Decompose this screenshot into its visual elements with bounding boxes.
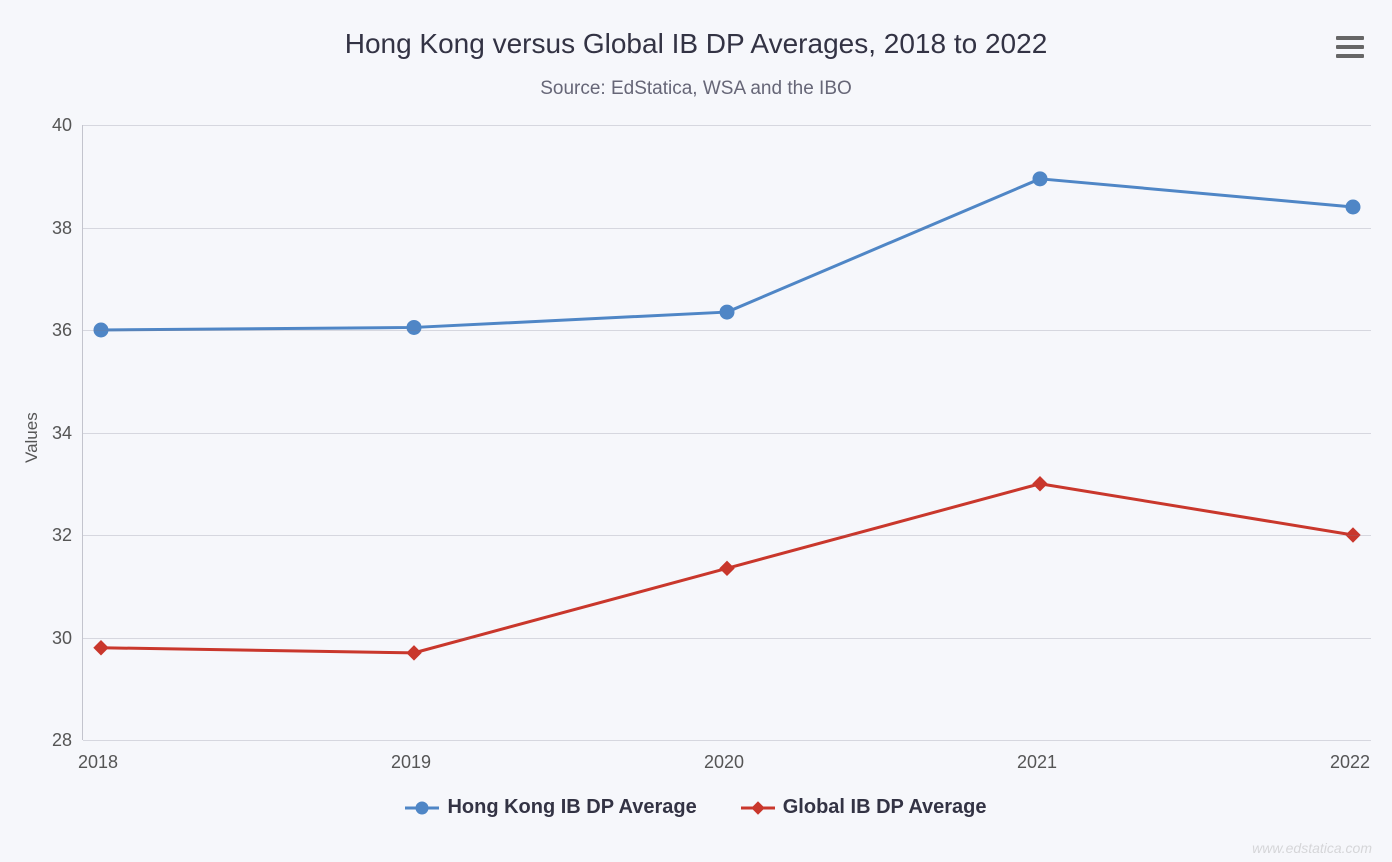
chart-menu-icon[interactable] bbox=[1336, 36, 1364, 58]
y-tick-label: 32 bbox=[52, 525, 72, 546]
data-point[interactable] bbox=[1033, 172, 1047, 186]
y-tick-label: 28 bbox=[52, 730, 72, 751]
gridline bbox=[83, 740, 1371, 741]
data-point[interactable] bbox=[407, 646, 421, 660]
x-tick-label: 2022 bbox=[1330, 752, 1370, 773]
gridline bbox=[83, 125, 1371, 126]
y-tick-label: 34 bbox=[52, 423, 72, 444]
watermark: www.edstatica.com bbox=[1252, 840, 1372, 856]
gridline bbox=[83, 433, 1371, 434]
y-tick-label: 38 bbox=[52, 218, 72, 239]
data-point[interactable] bbox=[1346, 200, 1360, 214]
plot-area bbox=[82, 125, 1371, 740]
gridline bbox=[83, 228, 1371, 229]
data-point[interactable] bbox=[94, 641, 108, 655]
gridline bbox=[83, 330, 1371, 331]
legend-item[interactable]: Global IB DP Average bbox=[741, 796, 987, 819]
x-tick-label: 2020 bbox=[704, 752, 744, 773]
data-point[interactable] bbox=[720, 305, 734, 319]
data-point[interactable] bbox=[1033, 477, 1047, 491]
chart-subtitle: Source: EdStatica, WSA and the IBO bbox=[0, 78, 1392, 100]
x-tick-label: 2018 bbox=[78, 752, 118, 773]
legend: Hong Kong IB DP Average Global IB DP Aver… bbox=[0, 796, 1392, 822]
y-axis-label: Values bbox=[22, 412, 42, 463]
chart-title: Hong Kong versus Global IB DP Averages, … bbox=[0, 28, 1392, 60]
gridline bbox=[83, 638, 1371, 639]
data-point[interactable] bbox=[720, 561, 734, 575]
gridline bbox=[83, 535, 1371, 536]
legend-item[interactable]: Hong Kong IB DP Average bbox=[405, 796, 696, 819]
x-tick-label: 2021 bbox=[1017, 752, 1057, 773]
y-tick-label: 36 bbox=[52, 320, 72, 341]
data-point[interactable] bbox=[407, 320, 421, 334]
chart-container: Hong Kong versus Global IB DP Averages, … bbox=[0, 0, 1392, 862]
x-tick-label: 2019 bbox=[391, 752, 431, 773]
legend-label: Global IB DP Average bbox=[783, 796, 987, 819]
y-tick-label: 40 bbox=[52, 115, 72, 136]
y-tick-label: 30 bbox=[52, 628, 72, 649]
legend-label: Hong Kong IB DP Average bbox=[447, 796, 696, 819]
